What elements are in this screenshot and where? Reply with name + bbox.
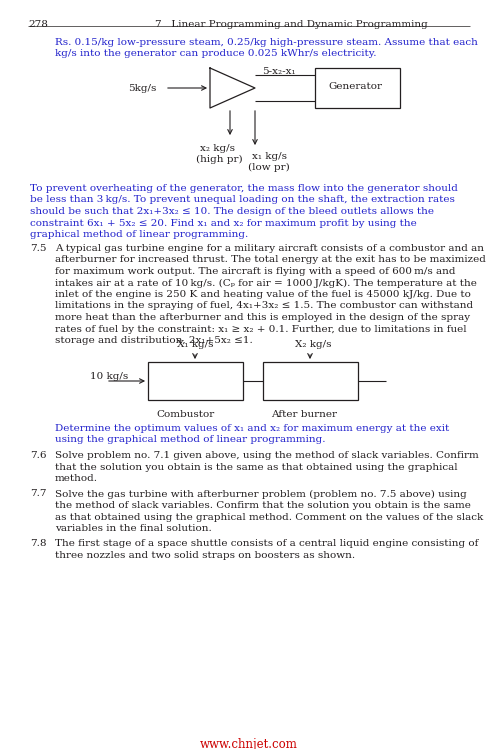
Text: Rs. 0.15/kg low-pressure steam, 0.25/kg high-pressure steam. Assume that each: Rs. 0.15/kg low-pressure steam, 0.25/kg … bbox=[55, 38, 478, 47]
Text: Determine the optimum values of x₁ and x₂ for maximum energy at the exit: Determine the optimum values of x₁ and x… bbox=[55, 424, 449, 433]
Text: (high pr): (high pr) bbox=[196, 155, 243, 164]
Bar bbox=[263, 362, 358, 400]
Text: Generator: Generator bbox=[328, 82, 382, 91]
Text: should be such that 2x₁+3x₂ ≤ 10. The design of the bleed outlets allows the: should be such that 2x₁+3x₂ ≤ 10. The de… bbox=[30, 207, 434, 216]
Text: limitations in the spraying of fuel, 4x₁+3x₂ ≤ 1.5. The combustor can withstand: limitations in the spraying of fuel, 4x₁… bbox=[55, 302, 473, 311]
Text: kg/s into the generator can produce 0.025 kWhr/s electricity.: kg/s into the generator can produce 0.02… bbox=[55, 49, 376, 58]
Text: X₁ kg/s: X₁ kg/s bbox=[177, 340, 214, 349]
Text: www.chnjet.com: www.chnjet.com bbox=[200, 738, 298, 749]
Text: for maximum work output. The aircraft is flying with a speed of 600 m/s and: for maximum work output. The aircraft is… bbox=[55, 267, 456, 276]
Text: that the solution you obtain is the same as that obtained using the graphical: that the solution you obtain is the same… bbox=[55, 462, 458, 472]
Text: three nozzles and two solid straps on boosters as shown.: three nozzles and two solid straps on bo… bbox=[55, 551, 355, 560]
Text: x₁ kg/s: x₁ kg/s bbox=[252, 152, 287, 161]
Text: 7.8: 7.8 bbox=[30, 539, 46, 548]
Text: The first stage of a space shuttle consists of a central liquid engine consistin: The first stage of a space shuttle consi… bbox=[55, 539, 479, 548]
Text: variables in the final solution.: variables in the final solution. bbox=[55, 524, 212, 533]
Text: Solve the gas turbine with afterburner problem (problem no. 7.5 above) using: Solve the gas turbine with afterburner p… bbox=[55, 490, 467, 499]
Text: more heat than the afterburner and this is employed in the design of the spray: more heat than the afterburner and this … bbox=[55, 313, 470, 322]
Text: constraint 6x₁ + 5x₂ ≤ 20. Find x₁ and x₂ for maximum profit by using the: constraint 6x₁ + 5x₂ ≤ 20. Find x₁ and x… bbox=[30, 219, 417, 228]
Text: 7.6: 7.6 bbox=[30, 451, 46, 460]
Text: To prevent overheating of the generator, the mass flow into the generator should: To prevent overheating of the generator,… bbox=[30, 184, 458, 193]
Text: 7.7: 7.7 bbox=[30, 490, 46, 499]
Text: After burner: After burner bbox=[271, 410, 337, 419]
Text: method.: method. bbox=[55, 474, 98, 483]
Bar bbox=[148, 362, 243, 400]
Text: X₂ kg/s: X₂ kg/s bbox=[295, 340, 332, 349]
Text: Solve problem no. 7.1 given above, using the method of slack variables. Confirm: Solve problem no. 7.1 given above, using… bbox=[55, 451, 479, 460]
Text: afterburner for increased thrust. The total energy at the exit has to be maximiz: afterburner for increased thrust. The to… bbox=[55, 255, 486, 264]
Text: (low pr): (low pr) bbox=[248, 163, 290, 172]
Bar bbox=[315, 68, 400, 108]
Text: using the graphical method of linear programming.: using the graphical method of linear pro… bbox=[55, 435, 326, 444]
Text: as that obtained using the graphical method. Comment on the values of the slack: as that obtained using the graphical met… bbox=[55, 512, 483, 521]
Text: 5kg/s: 5kg/s bbox=[128, 84, 156, 93]
Text: 10 kg/s: 10 kg/s bbox=[90, 372, 128, 381]
Text: 7.5: 7.5 bbox=[30, 244, 46, 253]
Text: rates of fuel by the constraint: x₁ ≥ x₂ + 0.1. Further, due to limitations in f: rates of fuel by the constraint: x₁ ≥ x₂… bbox=[55, 324, 467, 333]
Text: the method of slack variables. Confirm that the solution you obtain is the same: the method of slack variables. Confirm t… bbox=[55, 501, 471, 510]
Text: A typical gas turbine engine for a military aircraft consists of a combustor and: A typical gas turbine engine for a milit… bbox=[55, 244, 484, 253]
Text: inlet of the engine is 250 K and heating value of the fuel is 45000 kJ/kg. Due t: inlet of the engine is 250 K and heating… bbox=[55, 290, 471, 299]
Text: 5-x₂-x₁: 5-x₂-x₁ bbox=[262, 67, 296, 76]
Text: x₂ kg/s: x₂ kg/s bbox=[200, 144, 235, 153]
Text: graphical method of linear programming.: graphical method of linear programming. bbox=[30, 230, 248, 239]
Text: 278: 278 bbox=[28, 20, 48, 29]
Text: 7   Linear Programming and Dynamic Programming: 7 Linear Programming and Dynamic Program… bbox=[155, 20, 428, 29]
Text: be less than 3 kg/s. To prevent unequal loading on the shaft, the extraction rat: be less than 3 kg/s. To prevent unequal … bbox=[30, 195, 455, 204]
Text: storage and distribution, 2x₁+5x₂ ≤1.: storage and distribution, 2x₁+5x₂ ≤1. bbox=[55, 336, 253, 345]
Text: intakes air at a rate of 10 kg/s. (Cₚ for air = 1000 J/kgK). The temperature at : intakes air at a rate of 10 kg/s. (Cₚ fo… bbox=[55, 279, 477, 288]
Text: Combustor: Combustor bbox=[156, 410, 214, 419]
